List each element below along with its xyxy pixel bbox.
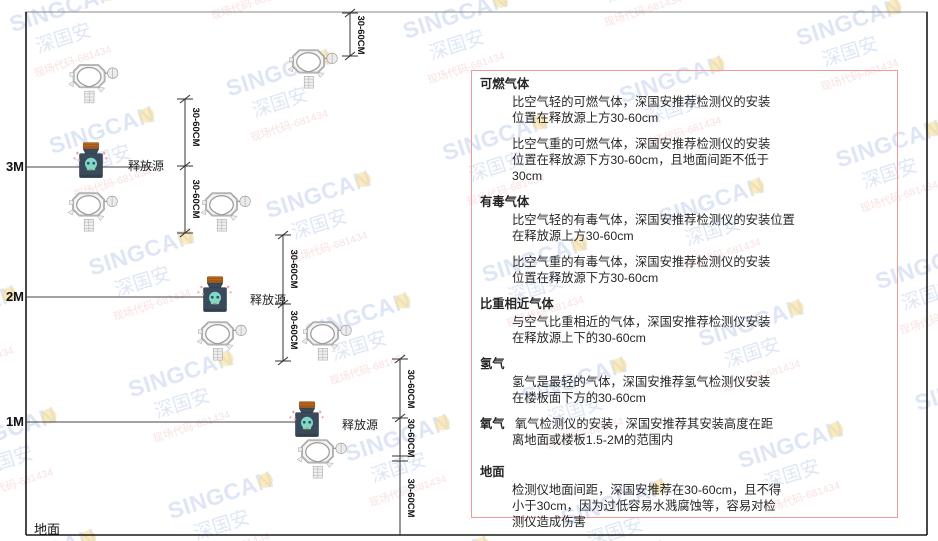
svg-text:30-60CM: 30-60CM	[190, 179, 201, 218]
svg-text:30-60CM: 30-60CM	[288, 310, 299, 349]
svg-text:30-60CM: 30-60CM	[288, 249, 299, 288]
svg-text:30-60CM: 30-60CM	[355, 15, 366, 54]
svg-text:30-60CM: 30-60CM	[405, 369, 416, 408]
svg-text:30-60CM: 30-60CM	[190, 107, 201, 146]
svg-text:30-60CM: 30-60CM	[405, 418, 416, 457]
svg-text:30-60CM: 30-60CM	[405, 478, 416, 517]
